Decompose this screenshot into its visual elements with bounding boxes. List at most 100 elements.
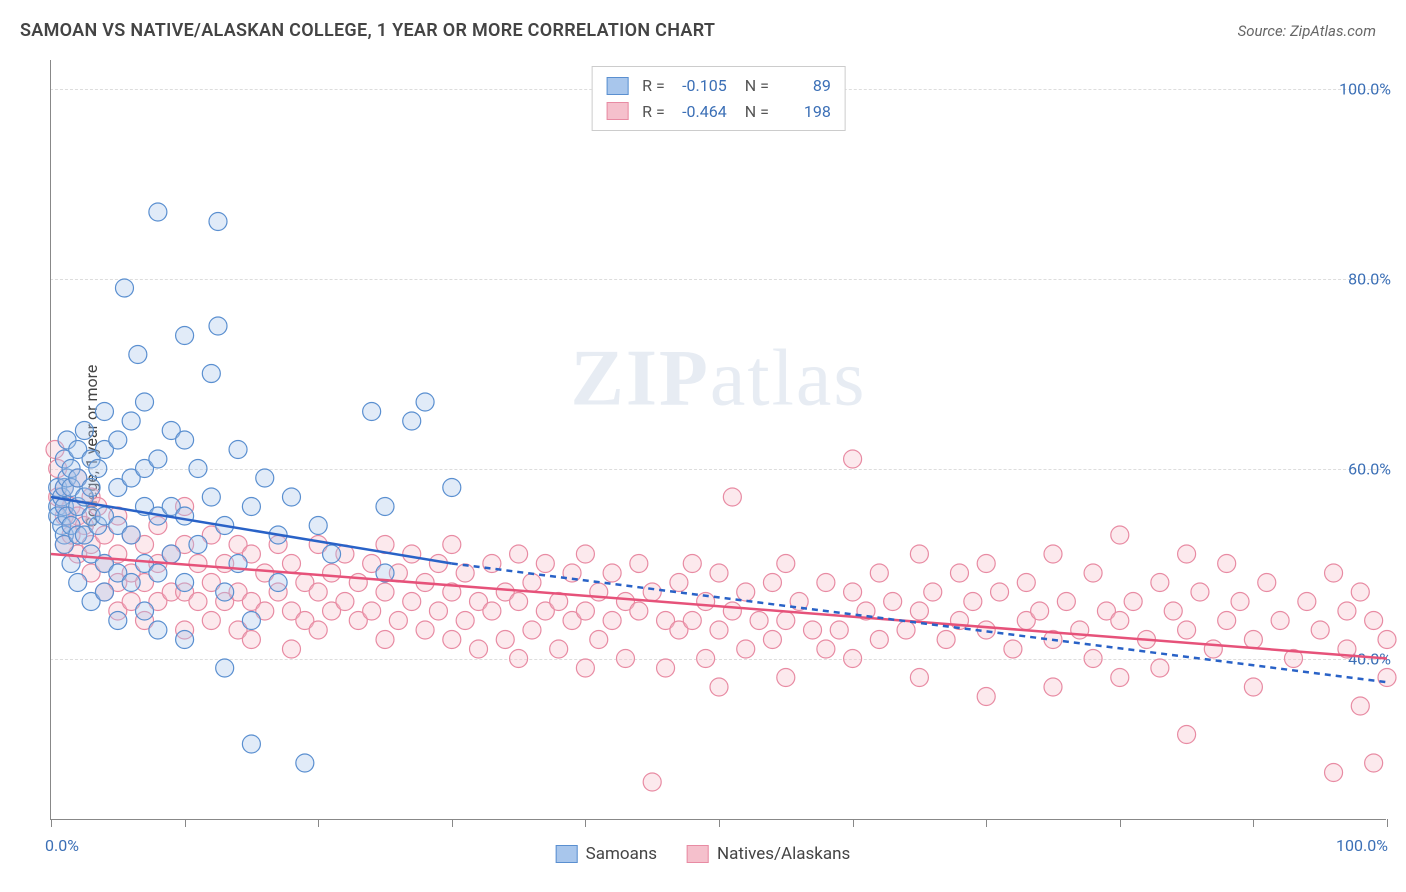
data-point — [363, 602, 381, 620]
data-point — [242, 498, 260, 516]
source-attribution: Source: ZipAtlas.com — [1238, 22, 1376, 40]
xtick — [1387, 819, 1388, 827]
data-point — [910, 545, 928, 563]
data-point — [95, 583, 113, 601]
data-point — [683, 555, 701, 573]
data-point — [844, 650, 862, 668]
data-point — [189, 593, 207, 611]
data-point — [149, 450, 167, 468]
data-point — [710, 678, 728, 696]
data-point — [844, 583, 862, 601]
data-point — [216, 659, 234, 677]
legend-stats: R = -0.105 N = 89 R = -0.464 N = 198 — [591, 66, 846, 131]
data-point — [376, 498, 394, 516]
swatch-samoans — [606, 77, 628, 95]
chart-title: SAMOAN VS NATIVE/ALASKAN COLLEGE, 1 YEAR… — [20, 20, 715, 41]
xtick — [719, 819, 720, 827]
data-point — [1111, 669, 1129, 687]
xtick — [853, 819, 854, 827]
legend-label-natives: Natives/Alaskans — [717, 844, 850, 864]
data-point — [176, 631, 194, 649]
data-point — [216, 583, 234, 601]
data-point — [242, 612, 260, 630]
data-point — [1071, 621, 1089, 639]
data-point — [323, 545, 341, 563]
data-point — [122, 412, 140, 430]
data-point — [149, 621, 167, 639]
data-point — [389, 612, 407, 630]
data-point — [1178, 726, 1196, 744]
xtick — [986, 819, 987, 827]
data-point — [817, 574, 835, 592]
data-point — [282, 488, 300, 506]
data-point — [1151, 659, 1169, 677]
stat-value-n-natives: 198 — [779, 99, 831, 125]
data-point — [149, 203, 167, 221]
data-point — [870, 631, 888, 649]
data-point — [403, 545, 421, 563]
data-point — [176, 327, 194, 345]
data-point — [1271, 612, 1289, 630]
data-point — [189, 555, 207, 573]
data-point — [630, 555, 648, 573]
data-point — [737, 640, 755, 658]
data-point — [670, 574, 688, 592]
xtick — [51, 819, 52, 827]
data-point — [456, 564, 474, 582]
xtick — [585, 819, 586, 827]
data-point — [616, 650, 634, 668]
data-point — [376, 631, 394, 649]
data-point — [162, 545, 180, 563]
data-point — [683, 612, 701, 630]
data-point — [1031, 602, 1049, 620]
data-point — [1244, 631, 1262, 649]
data-point — [523, 574, 541, 592]
data-point — [189, 460, 207, 478]
data-point — [282, 640, 300, 658]
data-point — [296, 754, 314, 772]
data-point — [209, 317, 227, 335]
data-point — [697, 650, 715, 668]
data-point — [1004, 640, 1022, 658]
data-point — [75, 422, 93, 440]
data-point — [924, 583, 942, 601]
data-point — [1044, 678, 1062, 696]
data-point — [603, 612, 621, 630]
data-point — [1231, 593, 1249, 611]
data-point — [429, 602, 447, 620]
data-point — [1164, 602, 1182, 620]
data-point — [643, 773, 661, 791]
data-point — [149, 564, 167, 582]
data-point — [1298, 593, 1316, 611]
stat-label-r: R = — [642, 99, 665, 125]
data-point — [1351, 697, 1369, 715]
data-point — [1191, 583, 1209, 601]
data-point — [129, 346, 147, 364]
data-point — [256, 469, 274, 487]
data-point — [763, 574, 781, 592]
data-point — [643, 583, 661, 601]
data-point — [1378, 669, 1396, 687]
data-point — [1044, 545, 1062, 563]
data-point — [1057, 593, 1075, 611]
data-point — [443, 631, 461, 649]
data-point — [1084, 564, 1102, 582]
data-point — [1325, 564, 1343, 582]
data-point — [376, 583, 394, 601]
data-point — [777, 555, 795, 573]
data-point — [1365, 612, 1383, 630]
data-point — [910, 602, 928, 620]
data-point — [189, 536, 207, 554]
data-point — [710, 621, 728, 639]
data-point — [523, 621, 541, 639]
xtick — [318, 819, 319, 827]
data-point — [603, 564, 621, 582]
data-point — [630, 602, 648, 620]
swatch-natives — [606, 102, 628, 120]
data-point — [403, 412, 421, 430]
data-point — [122, 526, 140, 544]
data-point — [443, 479, 461, 497]
data-point — [443, 536, 461, 554]
data-point — [817, 640, 835, 658]
data-point — [136, 602, 154, 620]
